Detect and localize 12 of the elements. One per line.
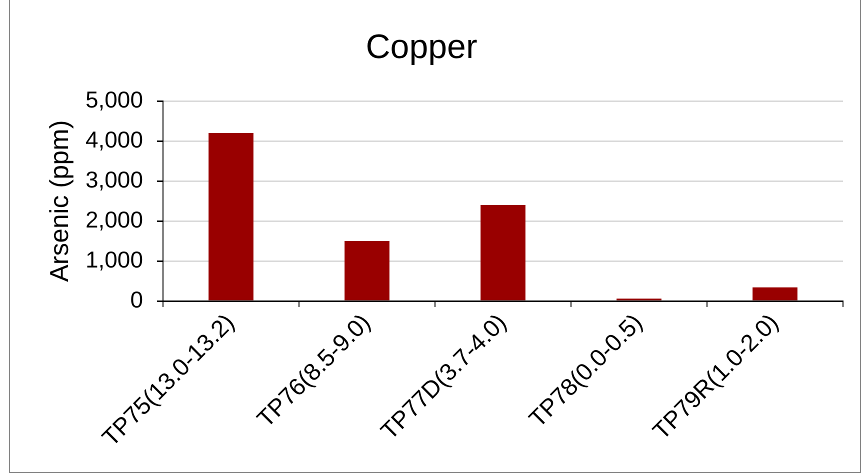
chart-title: Copper xyxy=(366,28,478,66)
y-tick-label: 4,000 xyxy=(85,126,143,152)
bar xyxy=(480,205,526,300)
y-tick-label: 1,000 xyxy=(85,246,143,272)
y-tick-label: 0 xyxy=(130,286,143,312)
y-tick-label: 2,000 xyxy=(85,206,143,232)
y-tick-label: 3,000 xyxy=(85,166,143,192)
bar xyxy=(208,133,254,300)
y-axis-title: Arsenic (ppm) xyxy=(44,120,74,282)
bar xyxy=(344,241,390,300)
y-tick-label: 5,000 xyxy=(85,86,143,112)
bar xyxy=(752,287,798,300)
